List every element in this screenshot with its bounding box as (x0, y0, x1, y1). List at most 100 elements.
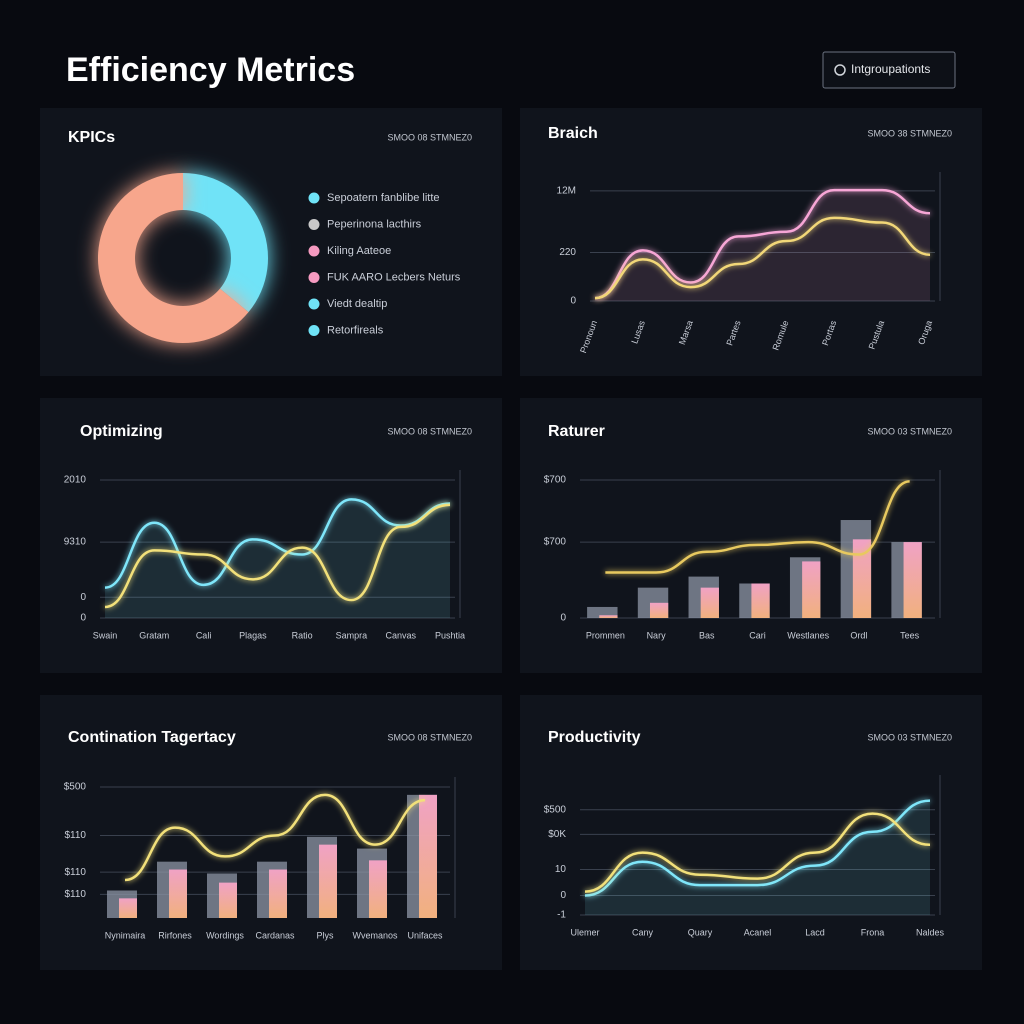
y-tick-label: 0 (80, 592, 86, 603)
x-tick-label: Acanel (744, 927, 772, 937)
y-tick-label: $500 (544, 804, 567, 815)
x-tick-label: Plagas (239, 630, 267, 640)
y-tick-label: -1 (557, 910, 566, 921)
bar (319, 844, 337, 918)
pie-slice (98, 173, 249, 343)
y-tick-label: 9310 (64, 537, 87, 548)
legend-swatch (308, 298, 320, 310)
pie-slice (183, 173, 268, 313)
panel-subtitle: SMOO 08 STMNEZ0 (387, 426, 472, 436)
x-tick-label: Naldes (916, 927, 945, 937)
line (104, 498, 451, 589)
y-tick-label: 0 (80, 613, 86, 624)
y-tick-label: 2010 (64, 475, 87, 486)
x-tick-label: Wordings (206, 930, 244, 940)
x-tick-label: Lacd (805, 927, 825, 937)
legend-label: Sepoatern fanblibe litte (327, 192, 440, 204)
x-tick-label: Gratam (139, 630, 169, 640)
legend-swatch (308, 192, 320, 204)
legend-swatch (308, 219, 320, 230)
button[interactable] (822, 51, 956, 89)
legend-swatch (308, 272, 320, 283)
panel-title: Braich (548, 125, 598, 142)
panel-title: Raturer (548, 423, 605, 440)
panel-subtitle: SMOO 03 STMNEZ0 (867, 426, 952, 436)
panel-title: KPICs (68, 129, 115, 146)
button-label[interactable]: Intgroupationts (851, 62, 930, 76)
page-title: Efficiency Metrics (66, 51, 355, 89)
x-tick-label: Unifaces (407, 930, 443, 940)
bar (852, 539, 872, 618)
x-tick-label: Rirfones (158, 930, 192, 940)
panel-subtitle: SMOO 08 STMNEZ0 (387, 732, 472, 742)
line (104, 503, 451, 609)
panel-title: Optimizing (80, 423, 163, 440)
legend-label: Kiling Aateoe (327, 245, 391, 257)
legend-swatch (308, 325, 320, 336)
x-tick-label: Cany (632, 927, 654, 937)
x-tick-label: Pushtia (435, 630, 465, 640)
y-tick-label: 0 (570, 296, 576, 307)
y-tick-label: 10 (555, 864, 567, 875)
y-tick-label: $500 (64, 782, 87, 793)
y-tick-label: $700 (544, 475, 567, 486)
bar (219, 882, 237, 918)
x-tick-label: Frona (861, 927, 885, 937)
legend-label: Viedt dealtip (327, 298, 387, 310)
line (605, 480, 910, 574)
x-tick-label: Westlanes (787, 630, 829, 640)
bar (599, 615, 618, 618)
panel-subtitle: SMOO 38 STMNEZ0 (867, 128, 952, 138)
bar (700, 587, 719, 618)
x-tick-label: Cardanas (255, 930, 295, 940)
bar (419, 794, 437, 918)
panel-title: Productivity (548, 729, 641, 746)
bar (751, 583, 770, 618)
panel (520, 398, 982, 673)
area (105, 499, 450, 618)
x-tick-label: Quary (688, 927, 713, 937)
legend-swatch (308, 245, 320, 257)
legend-label: Retorfireals (327, 324, 384, 336)
line (124, 793, 426, 882)
x-tick-label: Cari (749, 630, 766, 640)
bar (587, 606, 618, 618)
x-tick-label: Canvas (385, 630, 416, 640)
y-tick-label: 220 (559, 247, 576, 258)
y-tick-label: $0K (548, 829, 566, 840)
button-icon (834, 64, 846, 76)
y-tick-label: 0 (560, 890, 566, 901)
panel (40, 398, 502, 673)
x-tick-label: Ratio (292, 630, 313, 640)
line (594, 216, 931, 300)
x-tick-label: Prommen (586, 630, 625, 640)
bar (169, 869, 187, 918)
x-tick-label: Tees (900, 630, 920, 640)
panel-subtitle: SMOO 03 STMNEZ0 (867, 732, 952, 742)
bar (369, 860, 387, 918)
x-tick-label: Sampra (336, 630, 368, 640)
panel-title: Contination Tagertacy (68, 729, 236, 746)
line (594, 188, 931, 300)
bar (119, 898, 137, 918)
area (585, 800, 930, 915)
y-tick-label: 0 (560, 613, 566, 624)
panel (520, 108, 982, 376)
bar (903, 542, 922, 618)
x-tick-label: Ordl (850, 630, 867, 640)
x-tick-label: Wvemanos (352, 930, 398, 940)
legend-label: Peperinona lacthirs (327, 218, 422, 230)
x-tick-label: Swain (93, 630, 118, 640)
y-tick-label: $110 (64, 867, 86, 878)
panel-subtitle: SMOO 08 STMNEZ0 (387, 132, 472, 142)
legend-label: FUK AARO Lecbers Neturs (327, 271, 461, 283)
bar (802, 561, 821, 618)
x-tick-label: Nary (647, 630, 667, 640)
x-tick-label: Cali (196, 630, 212, 640)
x-tick-label: Nynimaira (105, 930, 146, 940)
y-tick-label: $110 (64, 889, 86, 900)
y-tick-label: $110 (64, 830, 86, 841)
y-tick-label: 12M (557, 185, 576, 196)
x-tick-label: Plys (316, 930, 334, 940)
